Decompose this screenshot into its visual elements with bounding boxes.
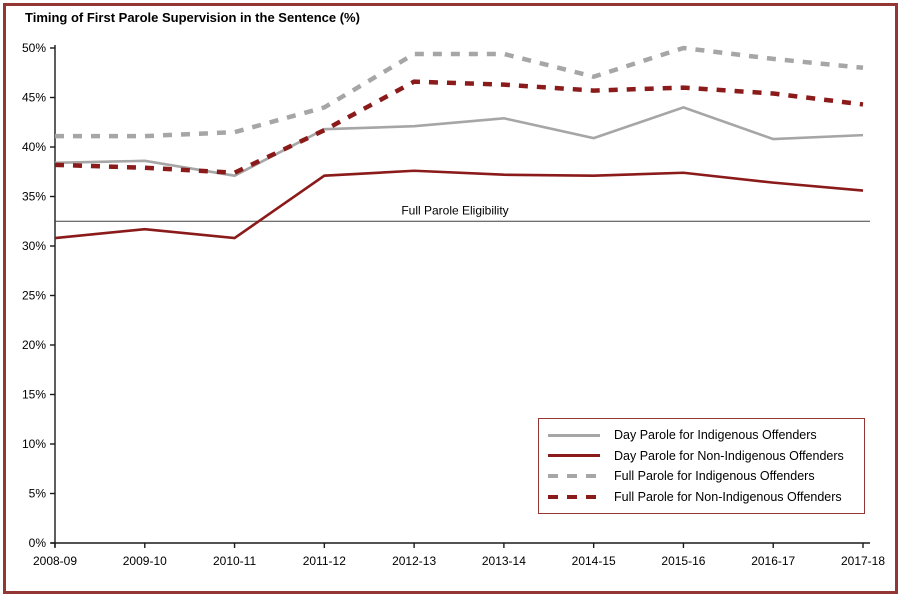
legend-line-sample-gray-solid — [548, 433, 600, 437]
y-axis-tick-label: 10% — [22, 437, 46, 451]
x-axis-tick-label: 2008-09 — [33, 554, 77, 568]
series-line-1 — [54, 169, 864, 240]
y-axis-tick-label: 50% — [22, 41, 46, 55]
series-line-2 — [55, 45, 864, 139]
legend-label: Day Parole for Non-Indigenous Offenders — [614, 448, 844, 463]
legend-item-day-parole-indigenous: Day Parole for Indigenous Offenders — [539, 428, 864, 442]
y-axis-tick-label: 5% — [29, 487, 47, 501]
legend-item-full-parole-indigenous: Full Parole for Indigenous Offenders — [539, 469, 864, 483]
series-line-3 — [54, 79, 864, 176]
x-axis-tick-label: 2012-13 — [392, 554, 436, 568]
chart-title: Timing of First Parole Supervision in th… — [25, 10, 360, 25]
x-axis-tick-label: 2011-12 — [303, 554, 346, 568]
legend-line-sample-gray-dashed — [548, 474, 600, 479]
legend-item-day-parole-non-indigenous: Day Parole for Non-Indigenous Offenders — [539, 449, 864, 463]
x-axis-tick-label: 2015-16 — [661, 554, 705, 568]
y-axis-tick-label: 20% — [22, 338, 46, 352]
legend-box: Day Parole for Indigenous Offenders Day … — [538, 418, 865, 514]
x-axis-tick-label: 2016-17 — [751, 554, 795, 568]
legend-label: Full Parole for Indigenous Offenders — [614, 469, 815, 484]
series-line-0 — [54, 106, 864, 178]
y-axis-tick-label: 25% — [22, 289, 46, 303]
y-axis-tick-label: 30% — [22, 239, 46, 253]
y-axis-tick-label: 15% — [22, 388, 46, 402]
x-axis-tick-label: 2017-18 — [841, 554, 885, 568]
x-axis-tick-label: 2010-11 — [213, 554, 256, 568]
legend-line-sample-red-dashed — [548, 494, 600, 499]
legend-item-full-parole-non-indigenous: Full Parole for Non-Indigenous Offenders — [539, 490, 864, 504]
legend-label: Day Parole for Indigenous Offenders — [614, 428, 817, 443]
y-axis-tick-label: 40% — [22, 140, 46, 154]
legend-label: Full Parole for Non-Indigenous Offenders — [614, 489, 842, 504]
y-axis-tick-label: 45% — [22, 91, 46, 105]
x-axis-tick-label: 2014-15 — [572, 554, 616, 568]
full-parole-eligibility-label: Full Parole Eligibility — [401, 203, 508, 217]
y-axis-tick-label: 35% — [22, 190, 46, 204]
y-axis-tick-label: 0% — [29, 536, 47, 550]
legend-line-sample-red-solid — [548, 454, 600, 458]
x-axis-tick-label: 2013-14 — [482, 554, 526, 568]
x-axis-tick-label: 2009-10 — [123, 554, 167, 568]
